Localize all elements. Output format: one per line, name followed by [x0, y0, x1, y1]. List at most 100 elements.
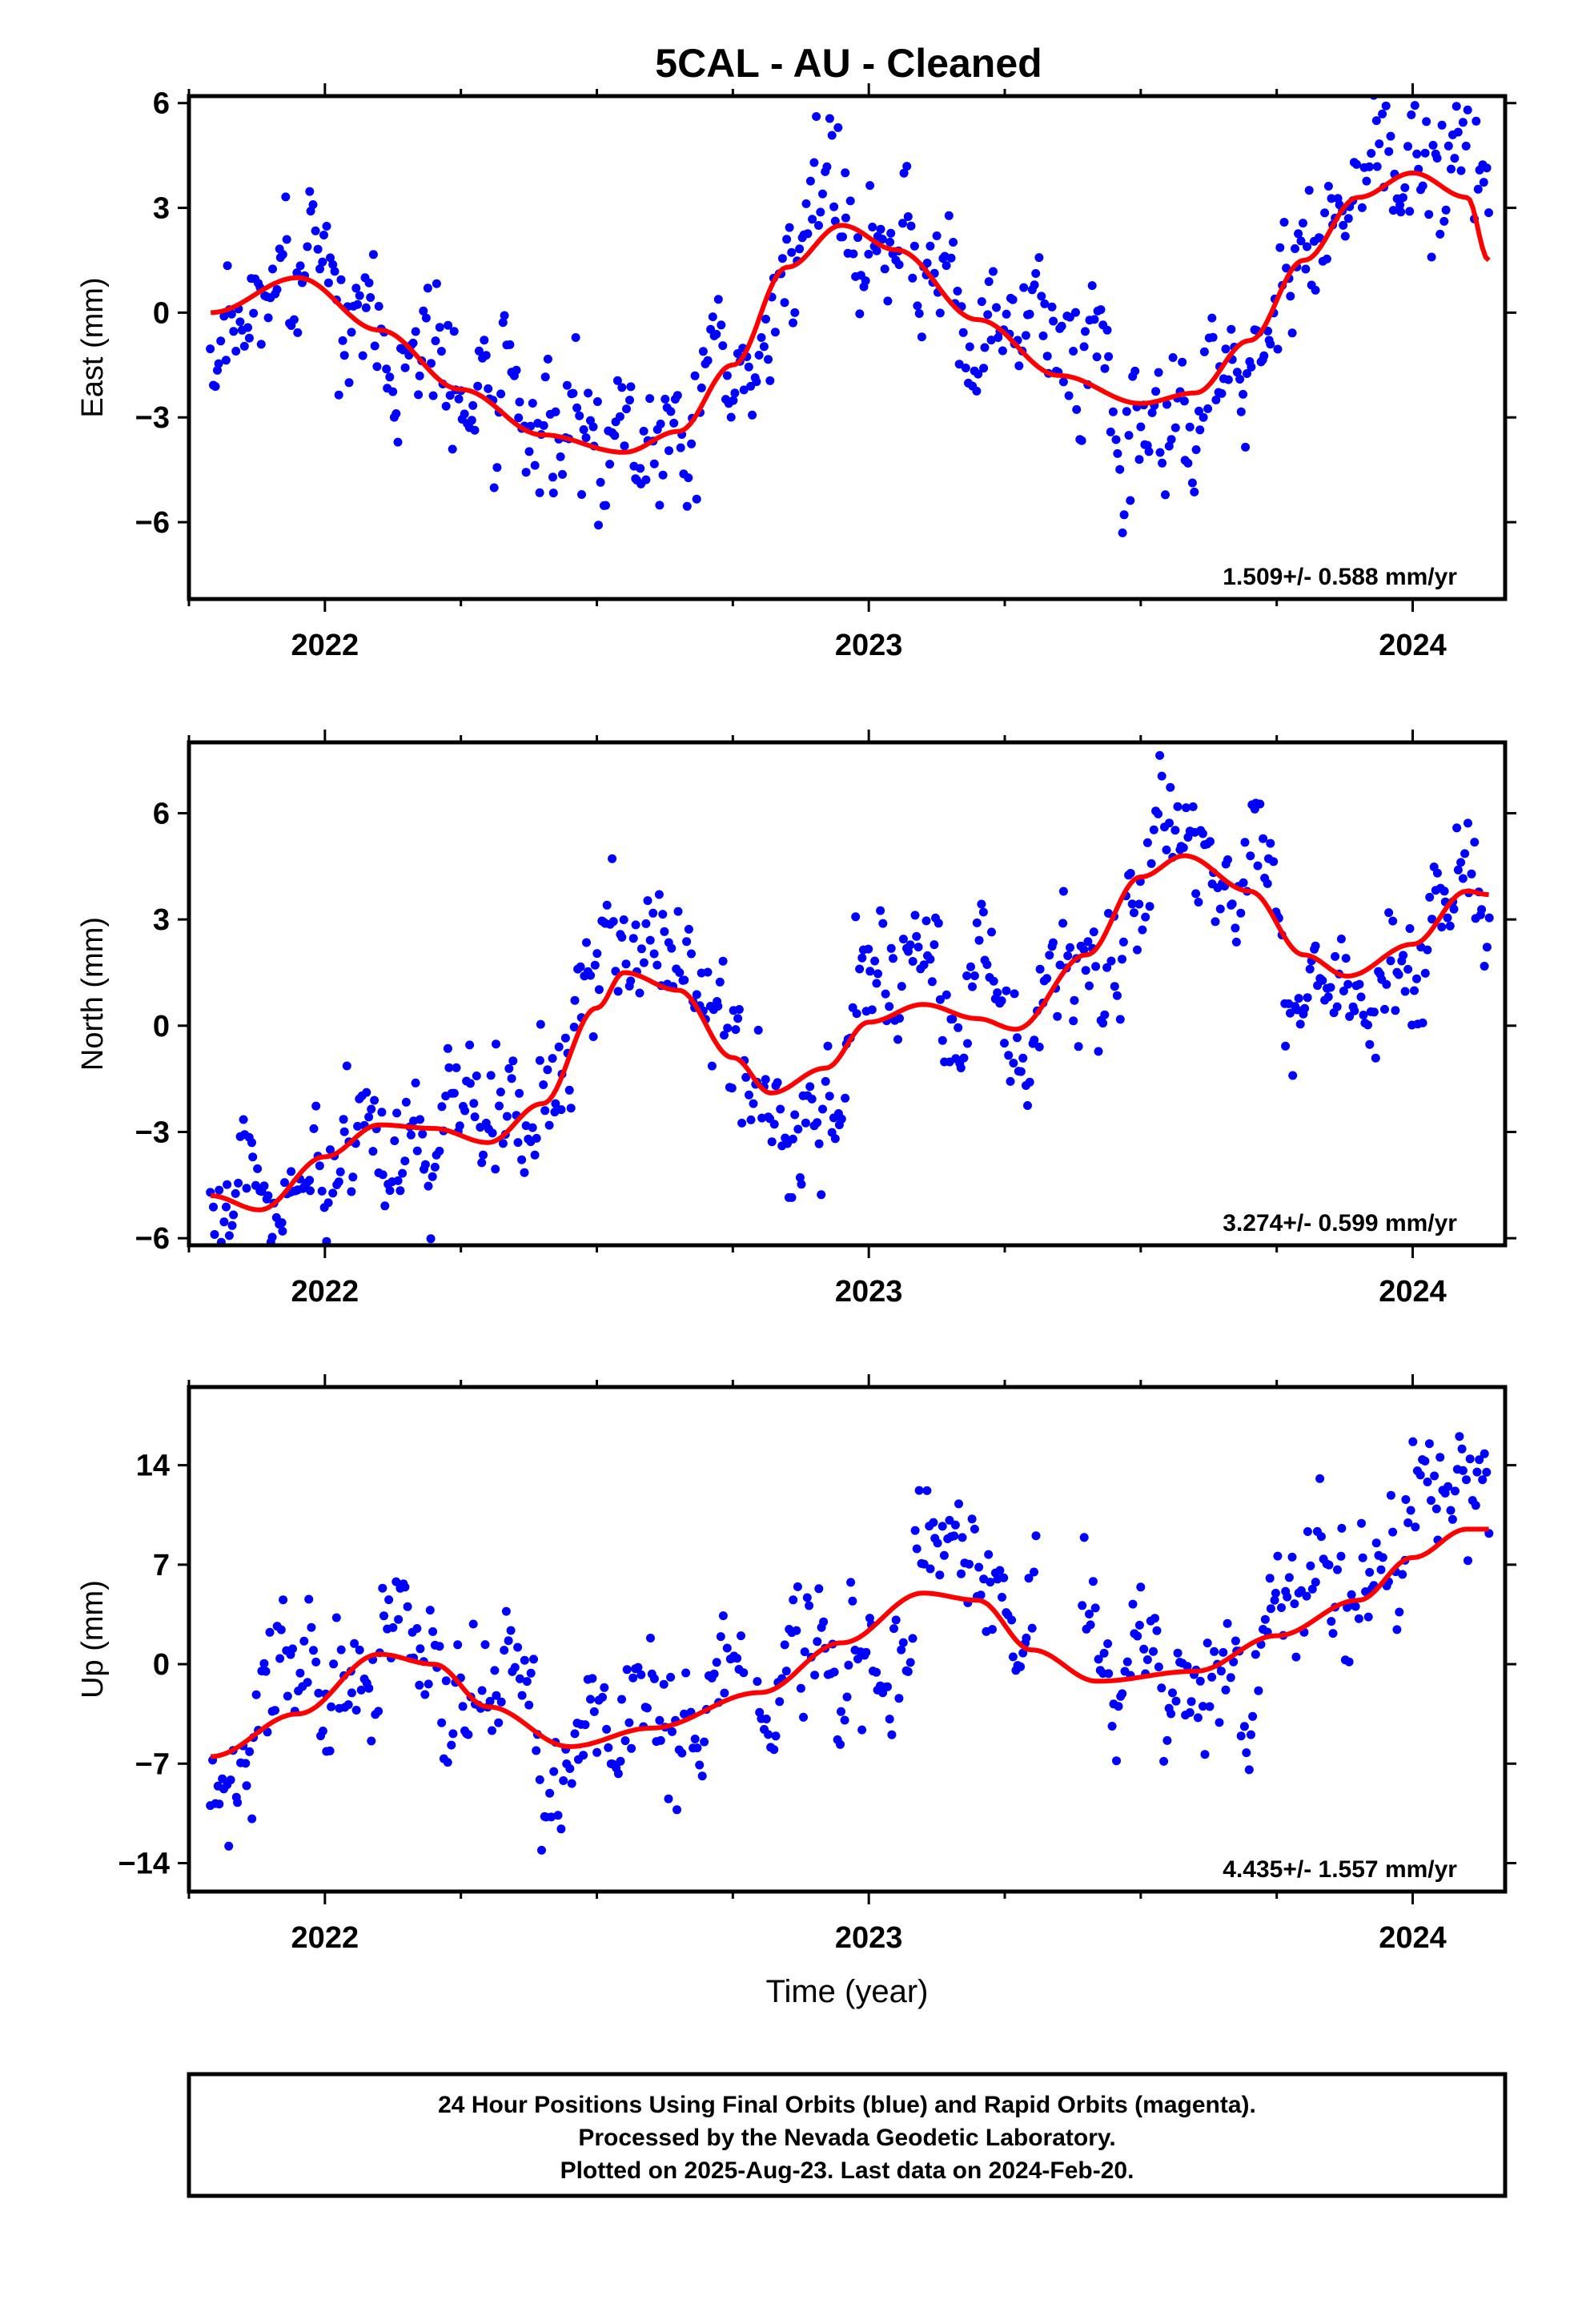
data-point: [1452, 823, 1462, 833]
data-point: [432, 279, 441, 288]
data-point: [589, 1707, 599, 1716]
data-point: [1087, 281, 1097, 291]
data-point: [530, 460, 540, 470]
data-point: [1303, 993, 1312, 1003]
data-point: [795, 244, 805, 254]
data-point: [1287, 328, 1297, 338]
data-point: [1269, 857, 1279, 866]
data-point: [378, 1170, 387, 1180]
data-point: [481, 351, 491, 360]
data-point: [776, 1104, 785, 1114]
data-point: [912, 931, 921, 941]
data-point: [379, 1611, 388, 1621]
data-point: [1114, 1702, 1123, 1711]
data-point: [467, 416, 476, 425]
data-point: [1115, 464, 1125, 474]
data-point: [744, 362, 753, 372]
data-point: [1139, 1644, 1149, 1654]
data-point: [592, 397, 602, 406]
data-point: [500, 311, 509, 320]
rate-annotation: 1.509+/- 0.588 mm/yr: [1223, 564, 1457, 590]
data-point: [910, 1526, 920, 1535]
plot-frame: [187, 1385, 1508, 1894]
data-point: [436, 347, 446, 356]
data-point: [1099, 1648, 1109, 1658]
data-point: [899, 168, 909, 178]
data-point: [1010, 989, 1019, 999]
data-point: [1461, 141, 1471, 151]
data-point: [562, 380, 572, 390]
data-point: [939, 1550, 949, 1560]
data-point: [922, 259, 932, 267]
data-point: [222, 1202, 231, 1212]
data-point: [528, 1123, 537, 1132]
data-point: [1327, 194, 1336, 203]
data-point: [1136, 1582, 1146, 1592]
data-point: [592, 949, 602, 959]
data-point: [693, 1743, 702, 1753]
data-point: [554, 1042, 564, 1051]
data-point: [453, 1640, 463, 1650]
data-point: [602, 900, 612, 910]
data-point: [616, 1756, 625, 1766]
data-point: [980, 343, 990, 352]
data-point: [944, 211, 954, 220]
data-point: [319, 231, 328, 239]
data-point: [1296, 236, 1306, 246]
data-point: [418, 1129, 428, 1139]
data-point: [1440, 1489, 1450, 1498]
data-point: [1118, 528, 1127, 537]
data-point: [1410, 986, 1419, 995]
data-point: [1021, 331, 1030, 340]
data-point: [338, 336, 347, 345]
data-point: [893, 1035, 902, 1044]
data-point: [480, 1640, 490, 1650]
data-point: [1303, 242, 1311, 251]
data-point: [1411, 1522, 1420, 1532]
data-point: [807, 1094, 817, 1104]
data-point: [868, 223, 877, 231]
data-point: [889, 954, 897, 963]
data-point: [682, 937, 692, 947]
data-point: [520, 1168, 529, 1177]
data-point: [1203, 1638, 1212, 1648]
data-point: [249, 308, 259, 318]
data-point: [713, 295, 723, 304]
data-point: [318, 257, 327, 267]
data-point: [902, 162, 912, 171]
data-point: [908, 1634, 917, 1643]
data-point: [1064, 391, 1074, 400]
x-tick-label: 2022: [291, 1275, 359, 1309]
data-point: [1424, 210, 1434, 219]
data-point: [919, 960, 929, 970]
data-point: [605, 460, 615, 469]
data-point: [1162, 1735, 1172, 1745]
data-point: [677, 1748, 687, 1758]
data-point: [351, 283, 361, 293]
data-point: [620, 1736, 630, 1746]
data-point: [608, 917, 618, 927]
data-point: [1484, 208, 1493, 218]
data-point: [275, 1654, 285, 1663]
data-point: [1394, 970, 1403, 979]
data-point: [697, 383, 706, 392]
data-point: [545, 1788, 555, 1798]
data-point: [958, 1533, 967, 1542]
data-point: [1343, 1602, 1352, 1612]
data-point: [793, 1124, 803, 1134]
model-fit-line: [211, 1526, 1489, 1759]
data-point: [577, 490, 586, 499]
data-point: [1081, 966, 1090, 975]
data-point: [1066, 943, 1074, 952]
data-point: [449, 1088, 459, 1098]
data-point: [532, 1746, 541, 1755]
data-point: [1034, 253, 1044, 263]
data-point: [922, 1486, 932, 1495]
data-point: [1365, 1039, 1375, 1049]
data-point: [309, 1646, 318, 1655]
data-point: [942, 990, 951, 999]
data-point: [1266, 838, 1275, 848]
data-point: [1157, 771, 1166, 781]
rate-annotation-bg: [1195, 1202, 1492, 1240]
data-point: [229, 327, 239, 336]
